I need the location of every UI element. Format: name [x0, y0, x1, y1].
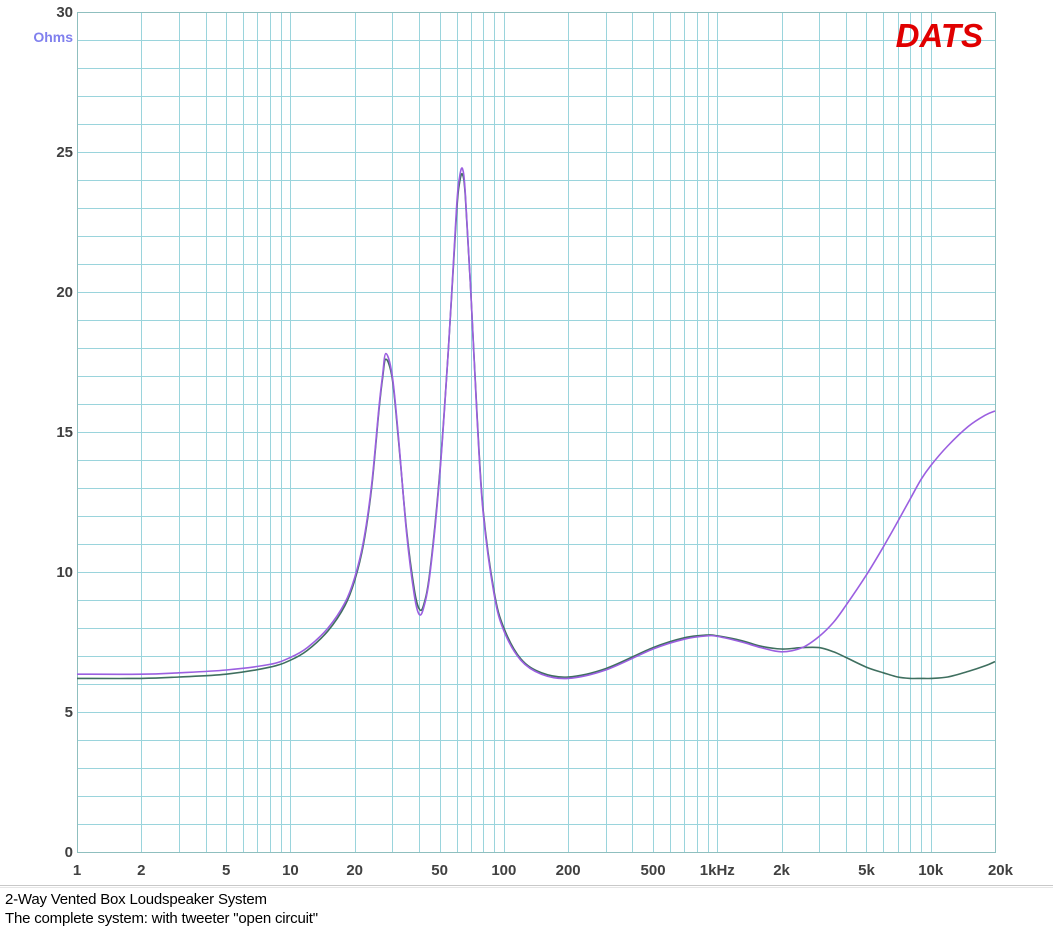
y-tick-label: 25: [56, 144, 73, 161]
x-tick-label: 50: [431, 862, 448, 879]
x-tick-label: 5k: [858, 862, 875, 879]
y-tick-label: 15: [56, 424, 73, 441]
grid: [77, 12, 996, 853]
x-tick-label: 20k: [988, 862, 1014, 879]
x-tick-label: 10: [282, 862, 299, 879]
caption-line-1: 2-Way Vented Box Loudspeaker System: [5, 891, 267, 908]
y-axis-unit-label: Ohms: [33, 29, 73, 45]
caption-line-2: The complete system: with tweeter "open …: [5, 910, 318, 927]
y-tick-label: 5: [65, 704, 73, 721]
y-tick-label: 20: [56, 284, 73, 301]
series-lines: [76, 167, 996, 680]
y-tick-label: 30: [56, 4, 73, 21]
x-tick-label: 2k: [773, 862, 790, 879]
y-axis-tick-labels: 0 5 10 15 20 25 30: [56, 4, 73, 861]
plot-frame: [77, 12, 996, 853]
x-tick-label: 2: [137, 862, 145, 879]
x-tick-label: 1: [73, 862, 81, 879]
y-tick-label: 10: [56, 564, 73, 581]
x-tick-label: 200: [556, 862, 581, 879]
brand-logo: DATS: [896, 17, 983, 54]
x-tick-label: 10k: [918, 862, 944, 879]
x-axis-tick-labels: 1 2 5 10 20 50 100 200 500 1kHz 2k 5k 10k 20k: [73, 862, 1014, 879]
x-tick-label: 100: [491, 862, 516, 879]
x-tick-label: 20: [346, 862, 363, 879]
y-tick-label: 0: [65, 844, 73, 861]
chart-caption: 2-Way Vented Box Loudspeaker System The …: [5, 890, 318, 928]
x-tick-label: 1kHz: [700, 862, 735, 879]
x-tick-label: 5: [222, 862, 230, 879]
impedance-series-line-2: [76, 167, 996, 680]
x-tick-label: 500: [641, 862, 666, 879]
